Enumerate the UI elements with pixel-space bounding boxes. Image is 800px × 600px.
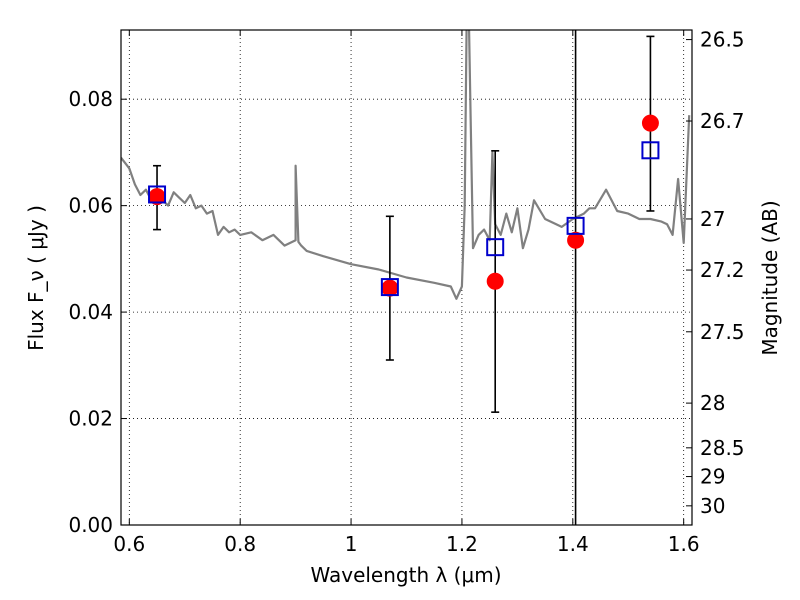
y2-tick-label: 27.2 [700,258,745,282]
y-tick-label: 0.06 [68,194,113,218]
model-photometry-point [566,216,585,235]
model-photometry-point [148,185,167,204]
y2-tick-label: 28.5 [700,436,745,460]
x-tick-label: 1.2 [446,532,478,556]
y-tick-label: 0.04 [68,300,113,324]
y-tick-label: 0.00 [68,513,113,537]
model-spectrum-layer [121,30,691,300]
observed-point [567,231,585,249]
model-photometry-point [486,238,505,257]
grid [121,30,692,525]
x-tick-label: 1 [345,532,358,556]
x-axis: 0.6 0.8 1 1.2 1.4 1.6 [113,30,700,556]
y2-tick-label: 27.5 [700,320,745,344]
plot-frame [120,29,693,526]
y2-tick-label: 27 [700,207,725,231]
y2-axis-title: Magnitude (AB) [758,200,782,355]
y2-tick-label: 28 [700,391,725,415]
x-tick-label: 1.4 [557,532,589,556]
y2-tick-label: 30 [700,494,725,518]
x-tick-label: 0.8 [224,532,256,556]
y-tick-label: 0.02 [68,407,113,431]
y-axis-right: 26.5 26.7 27 27.2 27.5 28 28.5 29 30 [686,28,745,518]
x-axis-title: Wavelength λ (μm) [310,563,501,587]
y2-tick-label: 26.5 [700,28,745,52]
model-spectrum-line [121,30,691,300]
y-axis-title: Flux F_ν ( μJy ) [24,205,48,351]
model-photometry-layer [148,141,660,297]
y2-tick-label: 26.7 [700,109,745,133]
observed-point [486,272,504,290]
y-tick-label: 0.08 [68,87,113,111]
x-tick-label: 1.6 [668,532,700,556]
observed-point [641,114,659,132]
error-bars-layer [153,30,655,525]
y-axis-left: 0.00 0.02 0.04 0.06 0.08 [68,87,127,537]
y2-tick-label: 29 [700,465,725,489]
model-photometry-point [641,141,660,160]
x-tick-label: 0.6 [113,532,145,556]
observed-point [381,279,399,297]
model-photometry-point [380,278,399,297]
observed-points-layer [148,114,659,297]
